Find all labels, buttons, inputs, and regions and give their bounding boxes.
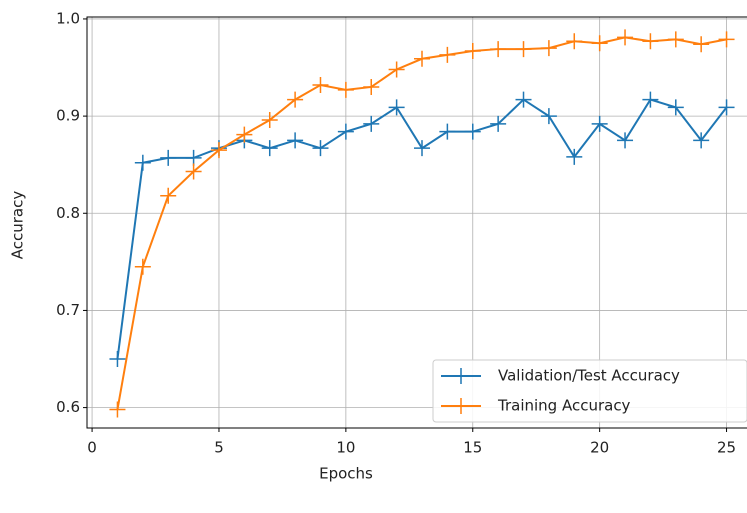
point-marker — [160, 150, 176, 166]
point-marker — [541, 40, 557, 56]
point-marker — [414, 51, 430, 67]
legend-label: Training Accuracy — [497, 397, 631, 415]
point-marker — [312, 140, 328, 156]
point-marker — [642, 92, 658, 108]
point-marker — [465, 43, 481, 59]
legend: Validation/Test Accuracy Training Accurac… — [433, 360, 747, 422]
point-marker — [693, 36, 709, 52]
point-marker — [312, 77, 328, 93]
y-axis-label: Accuracy — [9, 191, 27, 260]
point-marker — [617, 29, 633, 45]
point-marker — [592, 116, 608, 132]
point-marker — [439, 124, 455, 140]
point-marker — [642, 33, 658, 49]
point-marker — [109, 402, 125, 418]
y-tick-label: 0.7 — [56, 301, 80, 319]
point-marker — [693, 132, 709, 148]
legend-label: Validation/Test Accuracy — [498, 367, 680, 385]
point-marker — [414, 140, 430, 156]
point-marker — [516, 41, 532, 57]
point-marker — [439, 47, 455, 63]
point-marker — [719, 99, 735, 115]
x-tick-label: 15 — [463, 439, 482, 457]
point-marker — [287, 132, 303, 148]
point-marker — [541, 108, 557, 124]
series-line — [117, 100, 726, 359]
x-tick-label: 10 — [336, 439, 355, 457]
y-tick-label: 0.6 — [56, 398, 80, 416]
point-marker — [592, 35, 608, 51]
point-marker — [719, 31, 735, 47]
point-marker — [566, 149, 582, 165]
x-tick-label: 20 — [590, 439, 609, 457]
point-marker — [363, 79, 379, 95]
point-marker — [668, 31, 684, 47]
point-marker — [135, 155, 151, 171]
point-marker — [389, 61, 405, 77]
point-marker — [465, 124, 481, 140]
point-marker — [109, 351, 125, 367]
point-marker — [617, 132, 633, 148]
y-tick-label: 0.8 — [56, 204, 80, 222]
y-tick-label: 0.9 — [56, 107, 80, 125]
point-marker — [262, 140, 278, 156]
point-marker — [338, 82, 354, 98]
series-line — [117, 37, 726, 409]
x-tick-label: 25 — [717, 439, 736, 457]
point-marker — [566, 33, 582, 49]
x-tick-label: 0 — [87, 439, 97, 457]
point-marker — [363, 116, 379, 132]
point-marker — [135, 259, 151, 275]
x-axis-label: Epochs — [319, 465, 373, 483]
x-tick-label: 5 — [214, 439, 224, 457]
chart: Epochs Accuracy 0.6 0.7 0.8 0.9 1.0 0 5 10 15 20 2… — [0, 0, 747, 513]
point-marker — [389, 99, 405, 115]
y-tick-label: 1.0 — [56, 9, 80, 27]
point-marker — [186, 150, 202, 166]
point-marker — [338, 124, 354, 140]
point-marker — [490, 41, 506, 57]
point-marker — [668, 99, 684, 115]
